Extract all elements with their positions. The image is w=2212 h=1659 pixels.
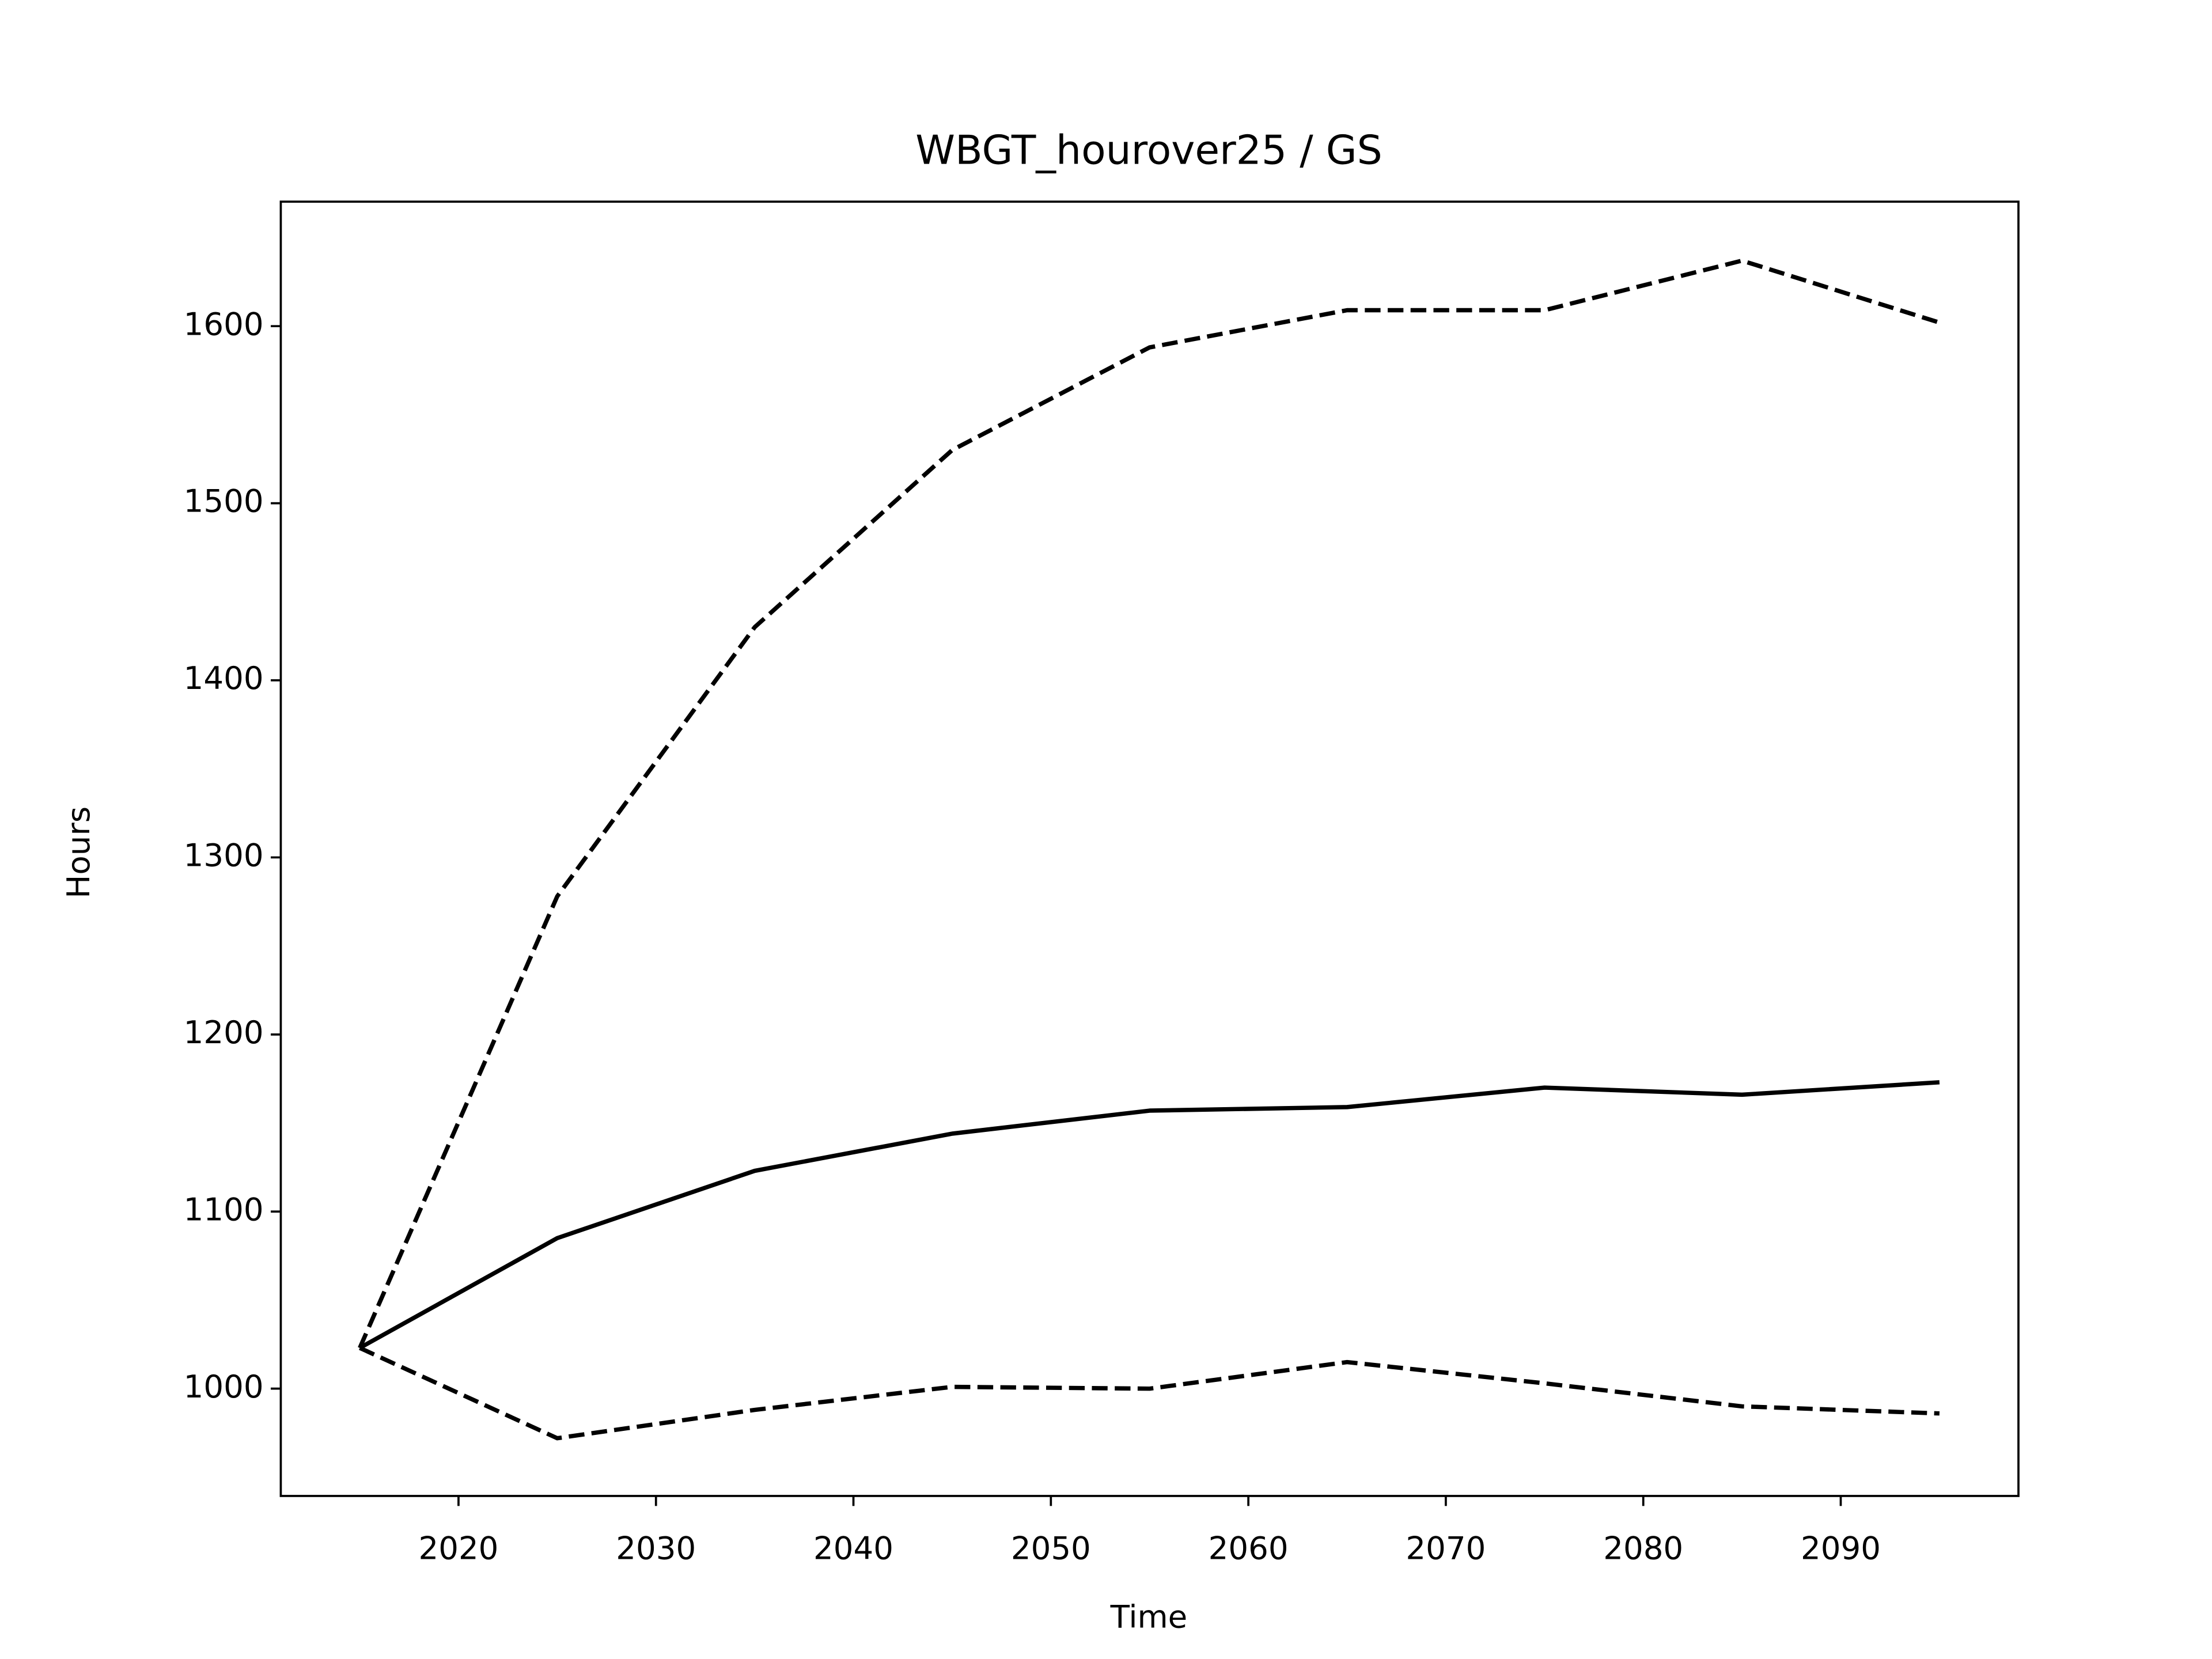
x-tick-label: 2080 <box>1603 1529 1683 1566</box>
y-tick-label: 1100 <box>184 1191 264 1228</box>
x-tick-label: 2050 <box>1011 1529 1091 1566</box>
chart-title: WBGT_hourover25 / GS <box>915 127 1382 174</box>
x-tick-label: 2060 <box>1209 1529 1289 1566</box>
y-tick-label: 1000 <box>184 1368 264 1405</box>
y-axis-label: Hours <box>60 806 97 899</box>
line-series <box>358 1080 1940 1350</box>
x-tick-label: 2040 <box>813 1529 893 1566</box>
y-tick-label: 1300 <box>184 837 264 874</box>
line-series <box>358 258 1940 1349</box>
y-tick-label: 1200 <box>184 1014 264 1051</box>
y-tick-label: 1500 <box>184 483 264 520</box>
x-tick-label: 2030 <box>616 1529 696 1566</box>
x-tick-label: 2070 <box>1406 1529 1486 1566</box>
y-tick-label: 1400 <box>184 660 264 696</box>
x-axis-label: Time <box>1110 1599 1188 1635</box>
line-series <box>359 1346 1940 1441</box>
x-tick-label: 2090 <box>1801 1529 1881 1566</box>
x-tick-label: 2020 <box>418 1529 498 1566</box>
plot-frame <box>279 200 2020 1497</box>
y-tick-label: 1600 <box>184 305 264 342</box>
